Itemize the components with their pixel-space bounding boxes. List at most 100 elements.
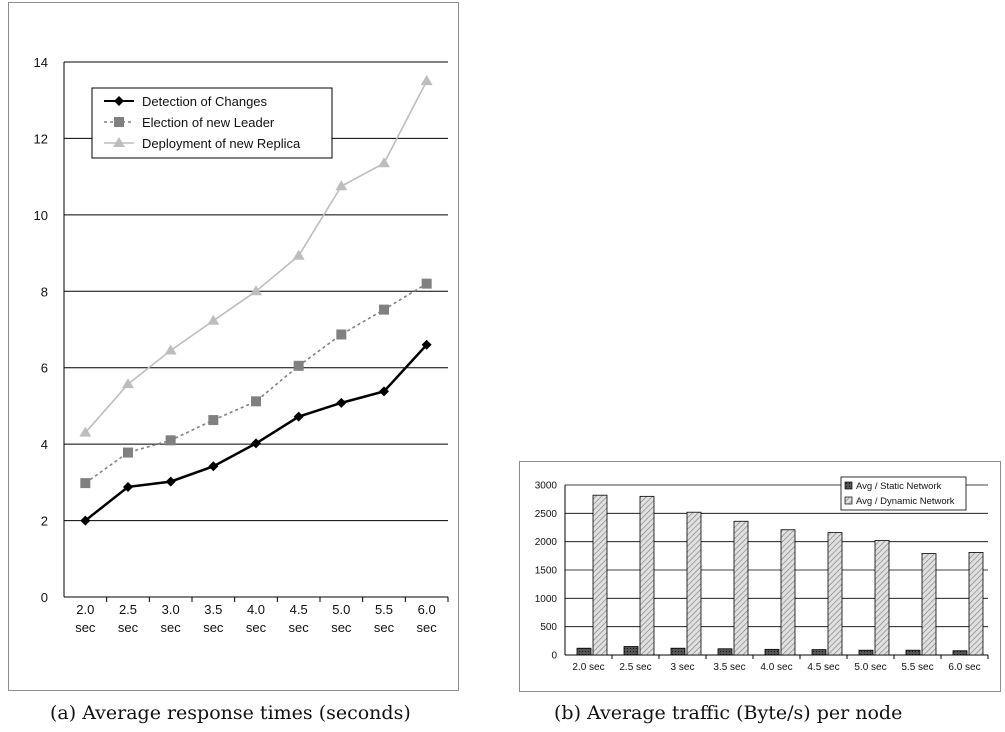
chart-b-bar-dynamic: [874, 540, 890, 656]
chart-a-x-tick-label: 5.5: [375, 602, 393, 617]
chart-a-legend-marker: [114, 96, 124, 106]
chart-a-point-1: [379, 386, 389, 397]
chart-a-point-1: [251, 438, 261, 449]
chart-a-point-3: [292, 249, 305, 260]
chart-a-x-tick-label: 4.5: [290, 602, 308, 617]
chart-a-x-tick-label: 6.0: [418, 602, 436, 617]
chart-a-x-tick-label: sec: [118, 620, 139, 635]
chart-a-x-tick-label: 2.5: [119, 602, 137, 617]
chart-a-point-3: [335, 180, 348, 191]
chart-b-y-tick-label: 0: [551, 651, 557, 662]
chart-a-point-2: [80, 478, 91, 489]
chart-b-bar-static: [576, 647, 592, 656]
chart-b-bar-dynamic: [639, 495, 655, 656]
chart-a-x-tick-label: sec: [75, 620, 96, 635]
chart-b-legend-label: Avg / Static Network: [856, 481, 942, 492]
chart-b-bar-static: [811, 649, 827, 656]
chart-b-bar-static: [670, 647, 686, 656]
chart-a-legend-label: Deployment of new Replica: [142, 136, 301, 151]
chart-a-y-tick-label: 14: [34, 55, 48, 70]
chart-a-x-tick-label: 4.0: [247, 602, 265, 617]
chart-a-y-tick-label: 12: [34, 131, 48, 146]
chart-a-x-tick-label: sec: [417, 620, 438, 635]
chart-b-bar-dynamic: [921, 553, 937, 656]
chart-b-x-tick-label: 3 sec: [671, 662, 695, 673]
chart-a-point-1: [293, 411, 304, 422]
chart-b-x-tick-label: 4.5 sec: [807, 662, 839, 673]
chart-b-y-tick-label: 2500: [535, 509, 558, 520]
chart-a-point-2: [251, 396, 261, 407]
chart-b-x-tick-label: 6.0 sec: [948, 662, 980, 673]
chart-b-bar-dynamic: [733, 520, 749, 656]
chart-b-bar-static: [952, 650, 968, 656]
chart-a-x-tick-label: sec: [246, 620, 267, 635]
chart-a-point-3: [378, 157, 390, 168]
chart-a-point-1: [165, 476, 176, 487]
chart-a-y-tick-label: 8: [41, 284, 48, 299]
chart-b-y-tick-label: 1000: [535, 594, 558, 605]
chart-a-point-2: [123, 447, 133, 458]
chart-a-x-tick-label: sec: [203, 620, 224, 635]
chart-b-bar-dynamic: [686, 511, 702, 656]
chart-b-bar-static: [623, 646, 639, 656]
chart-b-bar-dynamic: [827, 532, 843, 656]
chart-b-x-tick-label: 5.5 sec: [901, 662, 933, 673]
chart-a-point-2: [336, 329, 347, 340]
chart-a-x-tick-label: sec: [374, 620, 395, 635]
chart-b-x-tick-label: 4.0 sec: [760, 662, 792, 673]
chart-a-legend-marker: [114, 117, 124, 127]
chart-a-legend-label: Election of new Leader: [142, 115, 275, 130]
chart-a-point-2: [421, 278, 432, 289]
chart-a-legend-box: [91, 87, 333, 159]
chart-a-point-2: [165, 435, 176, 446]
chart-a-x-tick-label: 2.0: [76, 602, 94, 617]
chart-a-series-line-1: [84, 343, 428, 522]
chart-b-y-tick-label: 1500: [535, 566, 558, 577]
chart-b-bar-static: [717, 648, 733, 656]
chart-a-y-tick-label: 2: [41, 514, 48, 529]
chart-b-legend-swatch: [844, 496, 853, 505]
chart-b-y-tick-label: 500: [540, 622, 557, 633]
chart-b-bar-dynamic: [592, 494, 608, 656]
chart-a-point-3: [420, 75, 433, 86]
chart-a-legend-marker: [113, 137, 125, 147]
chart-b-bar-dynamic: [780, 529, 796, 656]
chart-b-y-tick-label: 3000: [535, 481, 558, 492]
chart-b-x-tick-label: 3.5 sec: [713, 662, 745, 673]
chart-b-legend-label: Avg / Dynamic Network: [856, 496, 955, 507]
chart-a-point-3: [122, 378, 134, 389]
chart-a-point-1: [123, 481, 133, 492]
chart-b-bar-dynamic: [968, 552, 984, 656]
chart-b-legend-swatch: [844, 481, 853, 490]
chart-b-bar-static: [858, 649, 874, 656]
chart-b-x-tick-label: 5.0 sec: [854, 662, 886, 673]
chart-a-x-tick-label: 3.5: [204, 602, 222, 617]
chart-a-point-3: [79, 426, 92, 437]
chart-b-caption: (b) Average traffic (Byte/s) per node: [554, 702, 903, 724]
chart-b-bar-static: [905, 649, 921, 656]
chart-a-x-tick-label: sec: [331, 620, 352, 635]
chart-a-x-tick-label: sec: [289, 620, 310, 635]
chart-a-point-3: [207, 314, 220, 325]
chart-a-x-tick-label: 3.0: [162, 602, 180, 617]
chart-a-x-tick-label: sec: [161, 620, 182, 635]
chart-a-x-tick-label: 5.0: [332, 602, 350, 617]
chart-a-legend-label: Detection of Changes: [142, 94, 268, 109]
chart-a-y-tick-label: 4: [41, 437, 48, 452]
chart-a-point-3: [250, 285, 262, 296]
chart-a-point-2: [379, 304, 389, 315]
chart-a-point-3: [164, 344, 177, 355]
chart-a-point-2: [208, 415, 219, 426]
chart-a-caption: (a) Average response times (seconds): [50, 702, 411, 724]
chart-a-point-1: [421, 339, 432, 350]
chart-b-x-tick-label: 2.5 sec: [619, 662, 651, 673]
chart-a-y-tick-label: 10: [34, 208, 48, 223]
chart-a-point-1: [80, 515, 91, 526]
chart-a-point-1: [208, 461, 219, 472]
chart-a-point-2: [293, 360, 304, 371]
chart-a-series-line-2: [84, 282, 428, 484]
chart-b-bar-static: [764, 648, 780, 656]
chart-a-y-tick-label: 0: [41, 590, 48, 605]
chart-a-y-tick-label: 6: [41, 361, 48, 376]
chart-b-y-tick-label: 2000: [535, 537, 558, 548]
